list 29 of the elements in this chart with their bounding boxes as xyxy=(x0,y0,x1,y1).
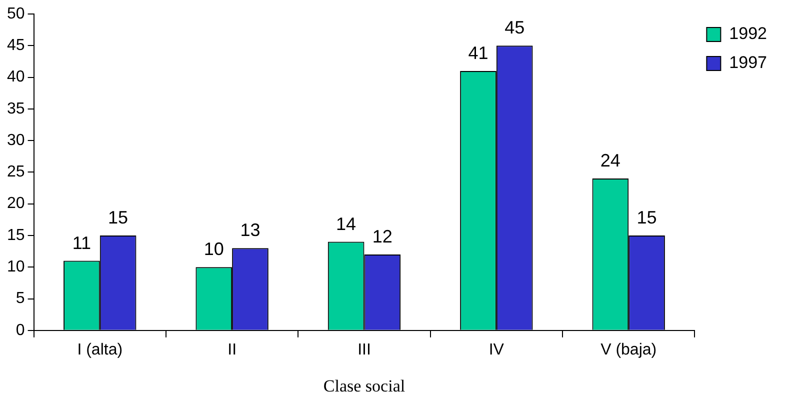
data-label: 24 xyxy=(600,150,620,170)
y-tick-label: 25 xyxy=(7,164,25,181)
y-tick-label: 0 xyxy=(16,322,25,339)
x-tick-label: I (alta) xyxy=(77,341,123,358)
x-tick-label: V (baja) xyxy=(600,341,657,358)
data-label: 45 xyxy=(504,18,525,38)
x-tick-label: II xyxy=(228,341,237,358)
y-tick-label: 45 xyxy=(7,37,25,54)
x-tick-label: III xyxy=(358,341,371,358)
data-label: 12 xyxy=(372,226,392,246)
data-label: 13 xyxy=(240,220,260,240)
data-label: 15 xyxy=(108,207,128,228)
y-tick-label: 15 xyxy=(7,226,25,244)
y-tick-label: 10 xyxy=(7,258,25,276)
legend-label: 1992 xyxy=(729,24,768,44)
data-label: 41 xyxy=(468,42,488,63)
y-tick-label: 30 xyxy=(7,132,25,149)
legend-label: 1997 xyxy=(729,53,768,72)
y-tick-label: 35 xyxy=(7,100,25,118)
y-tick-label: 40 xyxy=(7,68,25,86)
y-tick-label: 5 xyxy=(16,290,25,308)
x-tick-label: IV xyxy=(488,341,504,358)
x-axis-title: Clase social xyxy=(323,376,406,396)
data-label: 15 xyxy=(636,207,657,228)
data-label: 10 xyxy=(204,239,224,260)
data-label: 14 xyxy=(336,214,356,234)
y-tick-label: 50 xyxy=(7,5,25,22)
y-tick-label: 20 xyxy=(7,195,25,212)
data-label: 11 xyxy=(72,232,92,253)
